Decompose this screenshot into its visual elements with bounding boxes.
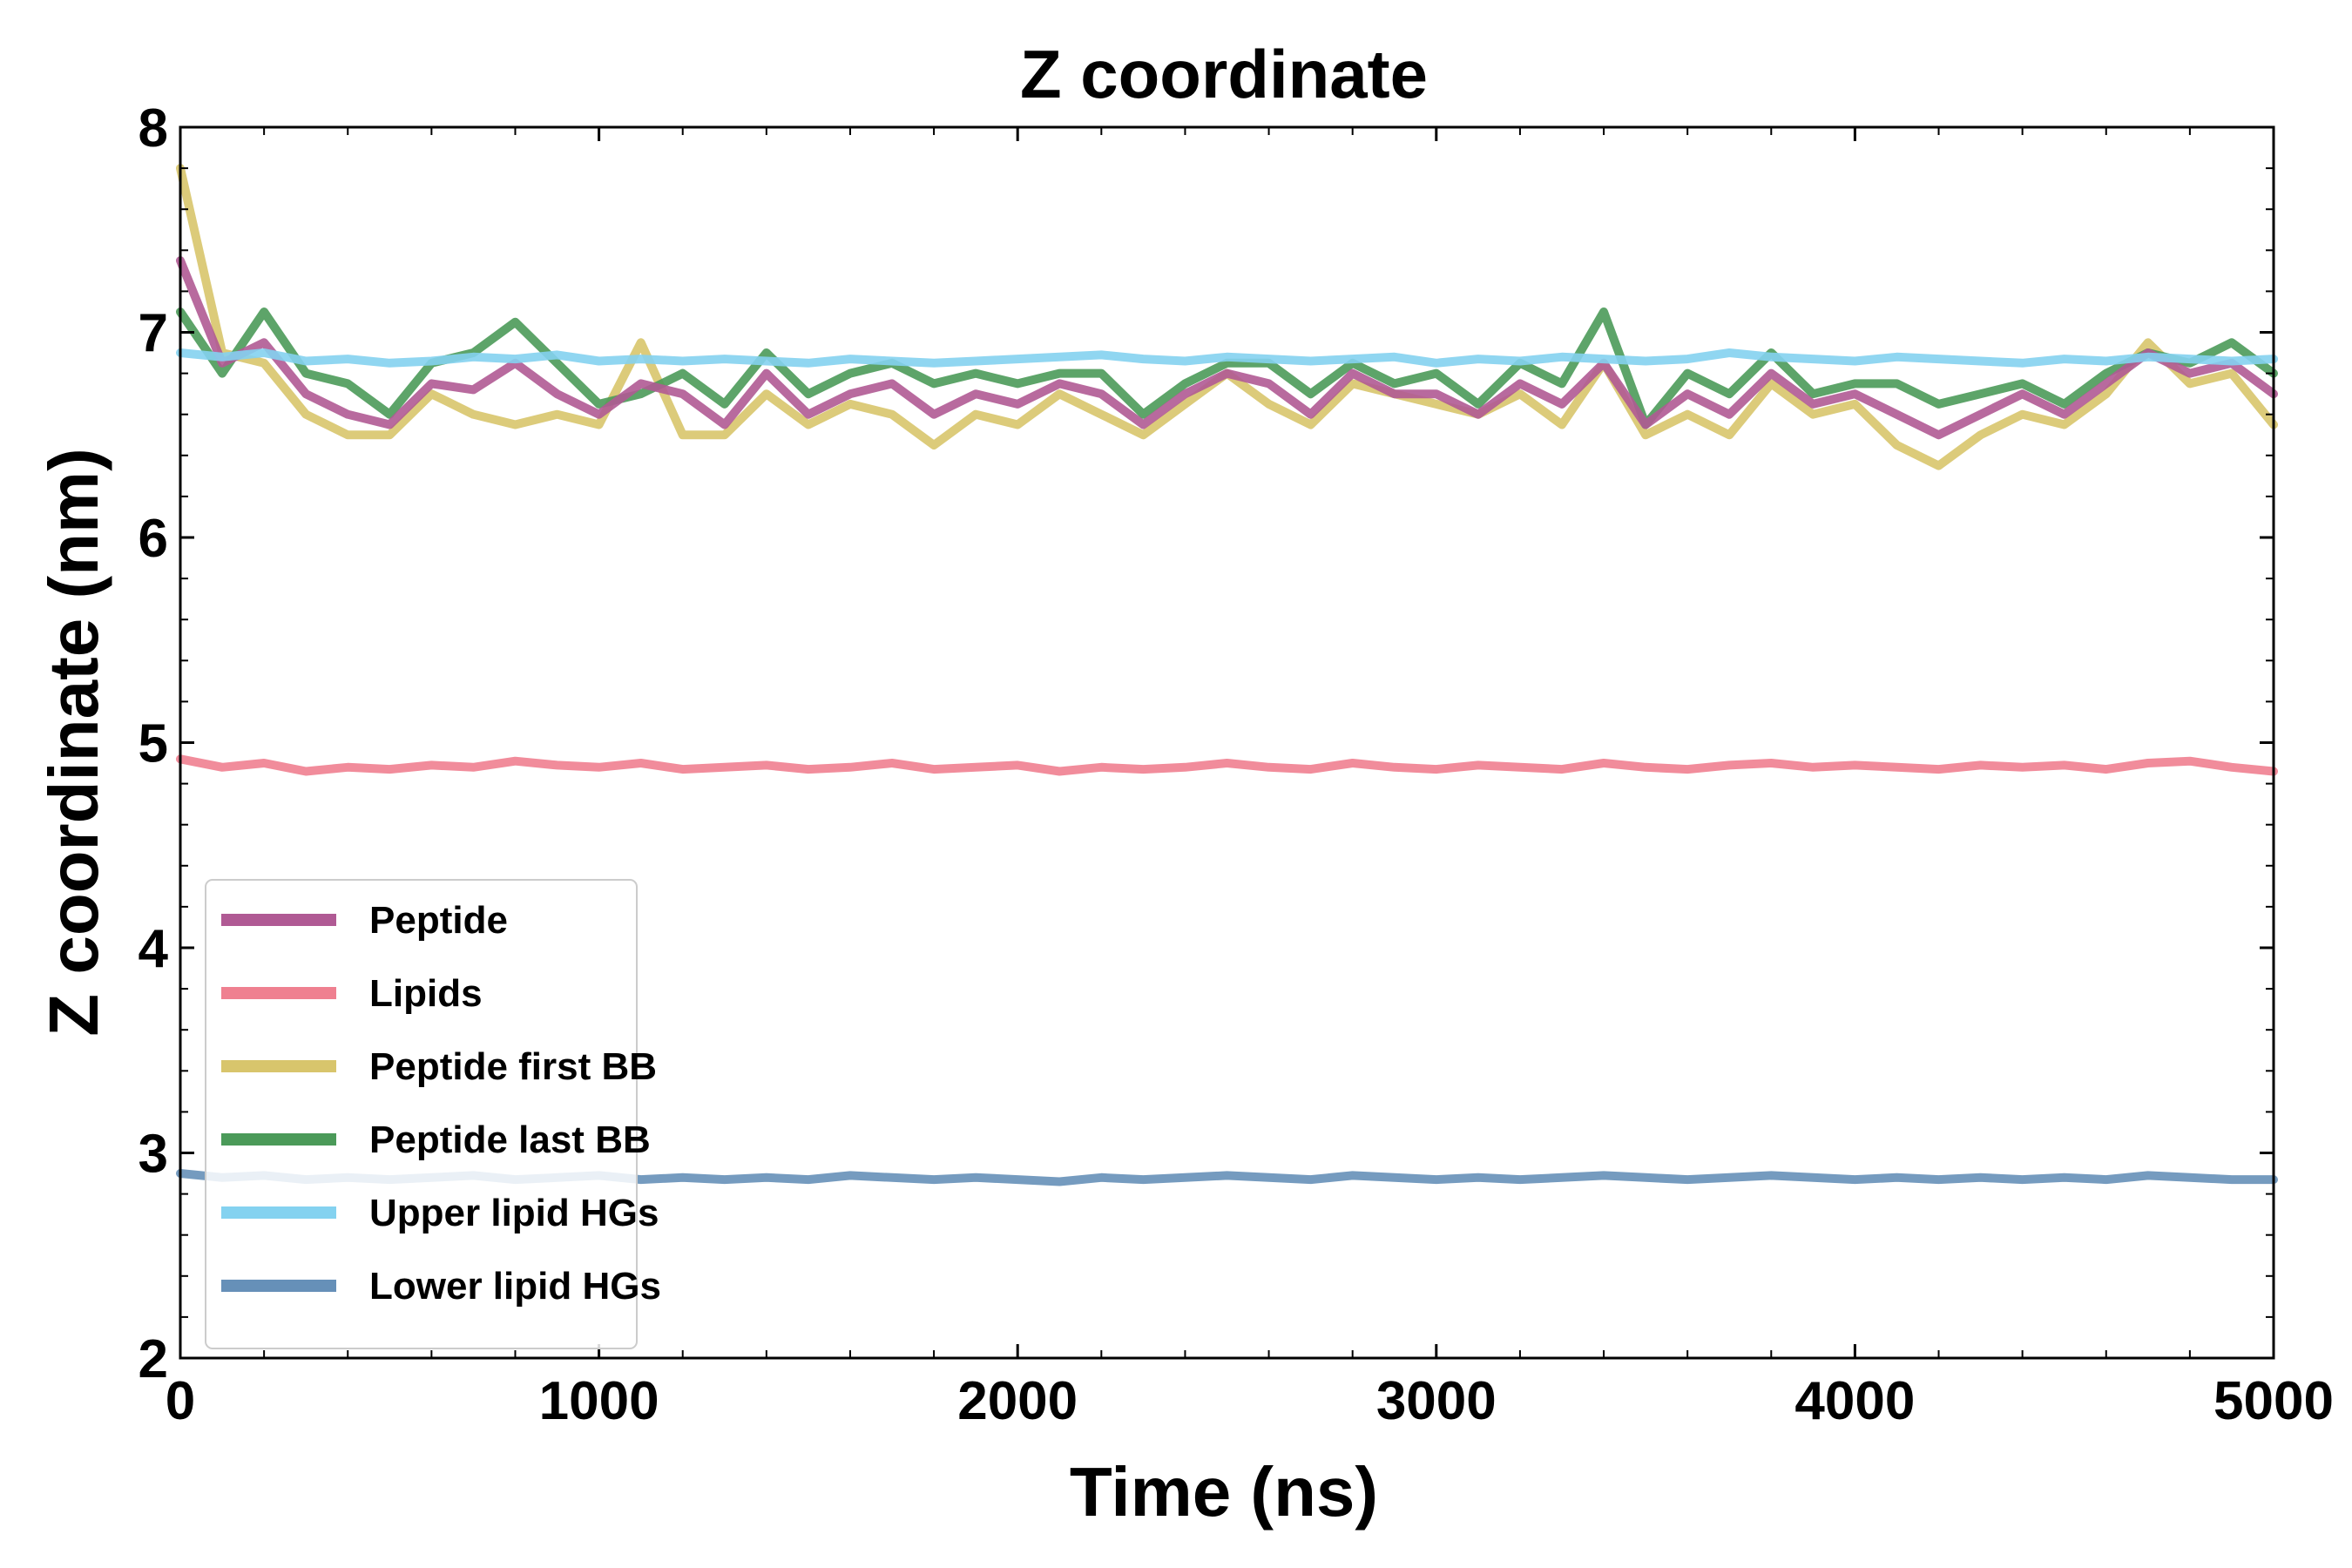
x-tick-label: 4000 [1794, 1371, 1915, 1431]
x-tick-label: 0 [166, 1371, 195, 1431]
series-line-4 [176, 348, 2278, 368]
legend-label: Lipids [369, 972, 483, 1015]
series-line-1 [176, 754, 2278, 776]
x-tick-label: 3000 [1376, 1371, 1497, 1431]
y-tick-label: 4 [139, 919, 169, 979]
legend-label: Upper lipid HGs [369, 1192, 659, 1234]
y-tick-label: 8 [139, 98, 168, 159]
x-tick-label: 5000 [2213, 1371, 2334, 1431]
legend-label: Lower lipid HGs [369, 1265, 661, 1308]
y-tick-label: 6 [139, 509, 168, 569]
legend-label: Peptide [369, 899, 508, 942]
y-axis-label: Z coordinate (nm) [35, 448, 112, 1037]
chart-title: Z coordinate [1020, 36, 1428, 112]
y-tick-label: 7 [139, 304, 168, 364]
ticks-layer: 0 1000 2000 3000 4000 5000 2 3 4 5 6 7 8 [139, 98, 2334, 1431]
series-line-0 [176, 256, 2278, 440]
legend: Peptide Lipids Peptide first BB Peptide las… [205, 879, 661, 1349]
x-tick-label: 2000 [957, 1371, 1078, 1431]
y-tick-label: 3 [139, 1125, 168, 1185]
y-tick-label: 2 [139, 1329, 168, 1389]
x-tick-label: 1000 [539, 1371, 659, 1431]
legend-label: Peptide first BB [369, 1045, 657, 1088]
series-line-3 [176, 308, 2278, 429]
legend-label: Peptide last BB [369, 1119, 651, 1161]
x-axis-label: Time (ns) [1070, 1453, 1378, 1531]
y-tick-label: 5 [139, 714, 168, 774]
